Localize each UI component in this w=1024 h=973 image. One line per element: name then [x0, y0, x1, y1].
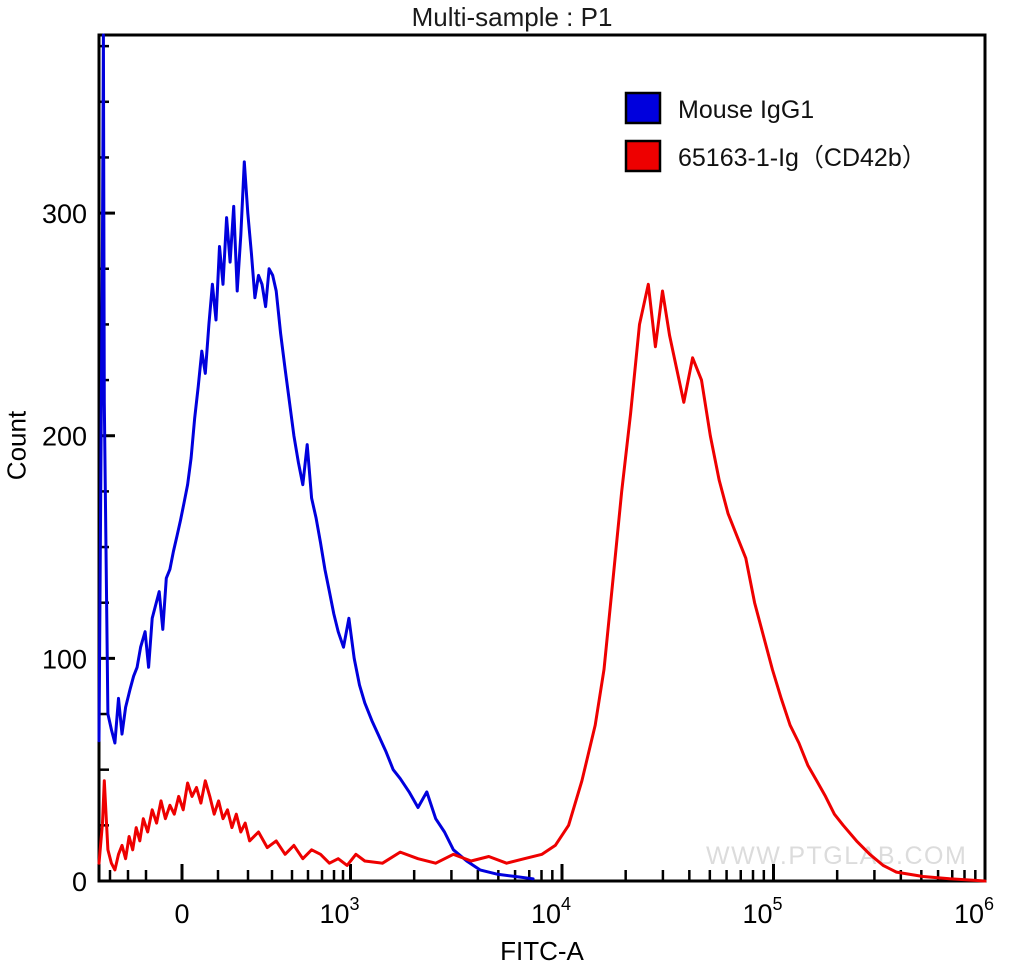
legend: Mouse IgG1 65163-1-Ig（CD42b）: [624, 91, 927, 173]
y-tick-label: 0: [72, 867, 87, 897]
y-axis-tick-labels: 0 100 200 300: [42, 199, 87, 897]
y-tick-label: 200: [42, 422, 87, 452]
svg-text:5: 5: [772, 894, 782, 914]
y-tick-label: 100: [42, 644, 87, 674]
svg-text:6: 6: [984, 894, 994, 914]
legend-swatch: [624, 139, 662, 173]
svg-text:0: 0: [174, 899, 189, 929]
svg-text:10: 10: [531, 899, 561, 929]
data-series-group: [97, 33, 987, 883]
x-tick-label: 10 5: [742, 894, 782, 929]
x-tick-label: 10 3: [319, 894, 359, 929]
svg-text:10: 10: [742, 899, 772, 929]
svg-text:3: 3: [349, 894, 359, 914]
y-tick-label: 300: [42, 199, 87, 229]
x-axis-label: FITC-A: [500, 936, 584, 966]
x-tick-label: 0: [174, 899, 189, 929]
series-line-cd42b: [97, 282, 987, 883]
svg-text:10: 10: [954, 899, 984, 929]
watermark: WWW.PTGLAB.COM: [706, 842, 967, 870]
y-axis-label: Count: [1, 410, 32, 481]
x-tick-label: 10 4: [531, 894, 571, 929]
svg-text:10: 10: [319, 899, 349, 929]
x-tick-label: 10 6: [954, 894, 994, 929]
page-title: Multi-sample : P1: [411, 2, 613, 32]
legend-label: 65163-1-Ig（CD42b）: [678, 144, 927, 172]
svg-text:4: 4: [561, 894, 571, 914]
series-line-mouse-igg1: [97, 33, 535, 881]
x-axis-tick-labels: 0 10 3 10 4 10 5 10 6: [174, 894, 994, 929]
legend-label: Mouse IgG1: [678, 96, 814, 124]
legend-swatch: [624, 91, 662, 125]
